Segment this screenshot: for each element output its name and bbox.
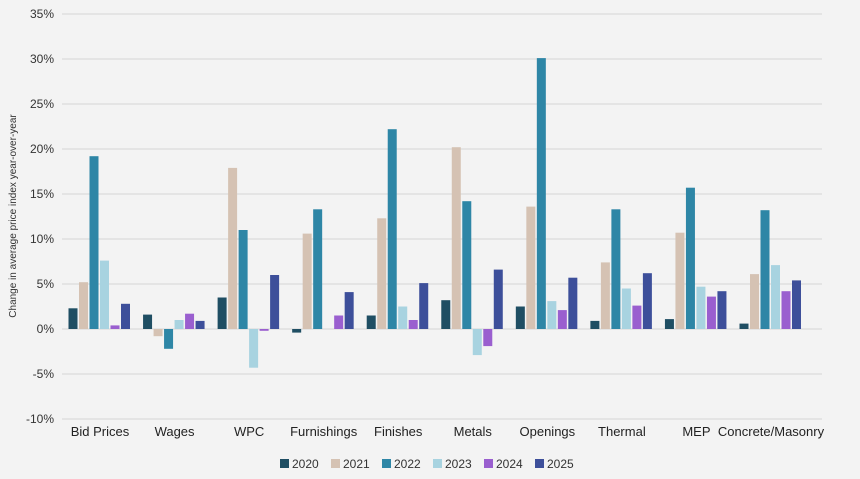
- bar-2022-furnishings: [313, 209, 323, 329]
- bar-2020-wpc: [217, 297, 227, 329]
- bar-2025-bid-prices: [121, 303, 130, 329]
- legend-label-2022: 2022: [394, 457, 421, 471]
- bar-2024-furnishings: [334, 315, 344, 329]
- y-tick-label: 0%: [37, 322, 55, 336]
- bar-2021-openings: [526, 206, 536, 329]
- y-tick-label: 25%: [30, 97, 54, 111]
- bar-2024-finishes: [408, 320, 418, 329]
- bar-2021-metals: [451, 147, 461, 329]
- bar-2022-openings: [536, 58, 546, 329]
- x-category-label: Furnishings: [290, 424, 358, 439]
- bar-2024-wages: [185, 313, 195, 329]
- bar-2023-wages: [174, 320, 184, 329]
- bar-2023-mep: [696, 286, 706, 329]
- bar-2025-finishes: [419, 283, 429, 329]
- legend-label-2021: 2021: [343, 457, 370, 471]
- bar-2020-metals: [441, 300, 451, 329]
- bar-2020-bid-prices: [68, 308, 78, 329]
- bar-2022-finishes: [387, 129, 397, 329]
- y-tick-label: 20%: [30, 142, 54, 156]
- bar-2021-thermal: [600, 262, 610, 329]
- legend-swatch-2022: [382, 459, 391, 468]
- legend-label-2025: 2025: [547, 457, 574, 471]
- bar-2021-bid-prices: [79, 282, 88, 329]
- bar-2022-mep: [685, 187, 695, 329]
- bar-2023-openings: [547, 301, 557, 329]
- x-category-label: Thermal: [598, 424, 646, 439]
- legend: 2020 2021 2022 2023 2024 2025: [280, 457, 574, 471]
- x-category-label: Openings: [520, 424, 576, 439]
- bar-2020-furnishings: [292, 329, 302, 333]
- bar-2025-thermal: [642, 273, 652, 329]
- bar-2023-finishes: [398, 306, 408, 329]
- bar-2024-bid-prices: [110, 325, 120, 329]
- legend-label-2023: 2023: [445, 457, 472, 471]
- bar-2023-thermal: [621, 288, 631, 329]
- bar-2025-openings: [568, 277, 578, 329]
- legend-label-2020: 2020: [292, 457, 319, 471]
- bar-2023-concrete-masonry: [771, 265, 780, 329]
- bar-2024-thermal: [632, 305, 642, 329]
- x-category-label: Concrete/Masonry: [718, 424, 825, 439]
- bar-2025-metals: [493, 269, 503, 329]
- bar-2024-metals: [483, 329, 493, 347]
- x-category-label: WPC: [234, 424, 264, 439]
- y-tick-label: 15%: [30, 187, 54, 201]
- bar-2025-concrete-masonry: [792, 280, 801, 329]
- y-tick-label: 5%: [37, 277, 55, 291]
- x-category-label: Bid Prices: [71, 424, 130, 439]
- bar-2021-mep: [675, 232, 685, 329]
- bar-2021-finishes: [377, 218, 387, 329]
- bar-2023-metals: [472, 329, 482, 356]
- bar-2022-bid-prices: [89, 156, 99, 329]
- bar-2020-finishes: [366, 315, 376, 329]
- bar-2023-bid-prices: [100, 260, 109, 329]
- legend-swatch-2020: [280, 459, 289, 468]
- y-tick-label: 30%: [30, 52, 54, 66]
- bar-2021-wpc: [228, 167, 238, 329]
- y-axis-label: Change in average price index year-over-…: [8, 114, 19, 318]
- bar-2020-mep: [664, 319, 674, 329]
- bar-2025-furnishings: [344, 292, 354, 329]
- legend-swatch-2023: [433, 459, 442, 468]
- bar-2024-wpc: [259, 329, 269, 331]
- x-category-label: Wages: [155, 424, 195, 439]
- bar-2020-concrete-masonry: [739, 323, 749, 329]
- x-category-label: MEP: [682, 424, 710, 439]
- bar-2025-wpc: [270, 275, 280, 329]
- y-axis-ticks: -10% -5% 0% 5% 10% 15% 20% 25% 30% 35%: [26, 7, 54, 426]
- legend-swatch-2025: [535, 459, 544, 468]
- y-tick-label: -5%: [33, 367, 55, 381]
- x-category-label: Metals: [454, 424, 493, 439]
- y-tick-label: 35%: [30, 7, 54, 21]
- bar-2022-thermal: [611, 209, 621, 329]
- y-tick-label: -10%: [26, 412, 54, 426]
- bar-2024-mep: [706, 296, 716, 329]
- bar-2020-openings: [515, 306, 525, 329]
- bar-2021-concrete-masonry: [750, 274, 759, 329]
- bars: [68, 58, 801, 368]
- bar-2025-mep: [717, 291, 727, 329]
- bar-2021-wages: [153, 329, 163, 337]
- bar-2024-concrete-masonry: [781, 291, 791, 329]
- bar-2022-wages: [164, 329, 174, 349]
- legend-swatch-2021: [331, 459, 340, 468]
- y-tick-label: 10%: [30, 232, 54, 246]
- bar-2022-concrete-masonry: [760, 210, 770, 329]
- bar-2020-thermal: [590, 320, 600, 329]
- gridlines: [62, 13, 822, 420]
- bar-2022-wpc: [238, 230, 248, 329]
- x-category-label: Finishes: [374, 424, 423, 439]
- x-axis-categories: Bid Prices Wages WPC Furnishings Finishes Met…: [71, 424, 825, 439]
- bar-2020-wages: [143, 314, 153, 329]
- legend-label-2024: 2024: [496, 457, 523, 471]
- bar-2023-wpc: [249, 329, 259, 368]
- legend-swatch-2024: [484, 459, 493, 468]
- bar-2024-openings: [557, 310, 567, 329]
- bar-2021-furnishings: [302, 233, 312, 329]
- bar-2022-metals: [462, 201, 472, 329]
- bar-2025-wages: [195, 320, 205, 329]
